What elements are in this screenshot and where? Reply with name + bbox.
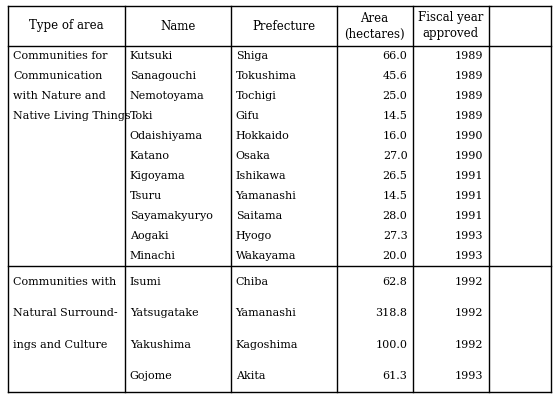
Text: Osaka: Osaka: [236, 151, 271, 161]
Text: Yamanashi: Yamanashi: [236, 308, 296, 318]
Text: Kigoyama: Kigoyama: [130, 171, 186, 181]
Text: 66.0: 66.0: [383, 51, 408, 61]
Text: Gifu: Gifu: [236, 111, 259, 121]
Text: 1989: 1989: [455, 91, 484, 101]
Text: 61.3: 61.3: [383, 371, 408, 381]
Text: 1989: 1989: [455, 111, 484, 121]
Text: with Nature and: with Nature and: [13, 91, 106, 101]
Text: Aogaki: Aogaki: [130, 231, 168, 241]
Text: 14.5: 14.5: [383, 111, 408, 121]
Text: Saitama: Saitama: [236, 211, 282, 221]
Text: Communities for: Communities for: [13, 51, 107, 61]
Text: 1991: 1991: [455, 191, 484, 201]
Text: Minachi: Minachi: [130, 251, 176, 261]
Text: Tochigi: Tochigi: [236, 91, 277, 101]
Text: 14.5: 14.5: [383, 191, 408, 201]
Text: Yakushima: Yakushima: [130, 340, 191, 350]
Text: 27.3: 27.3: [383, 231, 408, 241]
Text: Chiba: Chiba: [236, 277, 269, 287]
Text: Hyogo: Hyogo: [236, 231, 272, 241]
Text: 1993: 1993: [455, 371, 484, 381]
Text: Shiga: Shiga: [236, 51, 268, 61]
Text: Native Living Things: Native Living Things: [13, 111, 131, 121]
Text: 1992: 1992: [455, 308, 484, 318]
Text: 62.8: 62.8: [383, 277, 408, 287]
Text: 45.6: 45.6: [383, 71, 408, 81]
Text: Natural Surround-: Natural Surround-: [13, 308, 117, 318]
Text: Kutsuki: Kutsuki: [130, 51, 173, 61]
Text: 1991: 1991: [455, 171, 484, 181]
Text: 1992: 1992: [455, 340, 484, 350]
Text: 1993: 1993: [455, 231, 484, 241]
Text: 1991: 1991: [455, 211, 484, 221]
Text: 16.0: 16.0: [383, 131, 408, 141]
Text: Tokushima: Tokushima: [236, 71, 297, 81]
Text: Sanagouchi: Sanagouchi: [130, 71, 196, 81]
Text: Kagoshima: Kagoshima: [236, 340, 298, 350]
Text: Yamanashi: Yamanashi: [236, 191, 296, 201]
Text: Ishikawa: Ishikawa: [236, 171, 286, 181]
Text: 100.0: 100.0: [376, 340, 408, 350]
Text: Toki: Toki: [130, 111, 153, 121]
Text: Type of area: Type of area: [29, 20, 103, 33]
Text: Hokkaido: Hokkaido: [236, 131, 290, 141]
Text: 28.0: 28.0: [383, 211, 408, 221]
Text: 25.0: 25.0: [383, 91, 408, 101]
Text: Sayamakyuryo: Sayamakyuryo: [130, 211, 212, 221]
Text: 20.0: 20.0: [383, 251, 408, 261]
Text: Nemotoyama: Nemotoyama: [130, 91, 205, 101]
Text: Area
(hectares): Area (hectares): [344, 12, 405, 41]
Text: 1993: 1993: [455, 251, 484, 261]
Text: Odaishiyama: Odaishiyama: [130, 131, 203, 141]
Text: Fiscal year
approved: Fiscal year approved: [418, 12, 483, 41]
Text: Katano: Katano: [130, 151, 170, 161]
Text: 1989: 1989: [455, 51, 484, 61]
Text: Tsuru: Tsuru: [130, 191, 162, 201]
Text: ings and Culture: ings and Culture: [13, 340, 107, 350]
Text: Akita: Akita: [236, 371, 265, 381]
Text: 1990: 1990: [455, 131, 484, 141]
Text: Gojome: Gojome: [130, 371, 173, 381]
Text: Wakayama: Wakayama: [236, 251, 296, 261]
Text: 1989: 1989: [455, 71, 484, 81]
Text: Yatsugatake: Yatsugatake: [130, 308, 198, 318]
Text: 1990: 1990: [455, 151, 484, 161]
Text: 318.8: 318.8: [376, 308, 408, 318]
Text: 27.0: 27.0: [383, 151, 408, 161]
Text: Communities with: Communities with: [13, 277, 116, 287]
Text: Isumi: Isumi: [130, 277, 162, 287]
Text: Communication: Communication: [13, 71, 102, 81]
Text: Name: Name: [160, 20, 196, 33]
Text: Prefecture: Prefecture: [252, 20, 315, 33]
Text: 26.5: 26.5: [383, 171, 408, 181]
Text: 1992: 1992: [455, 277, 484, 287]
